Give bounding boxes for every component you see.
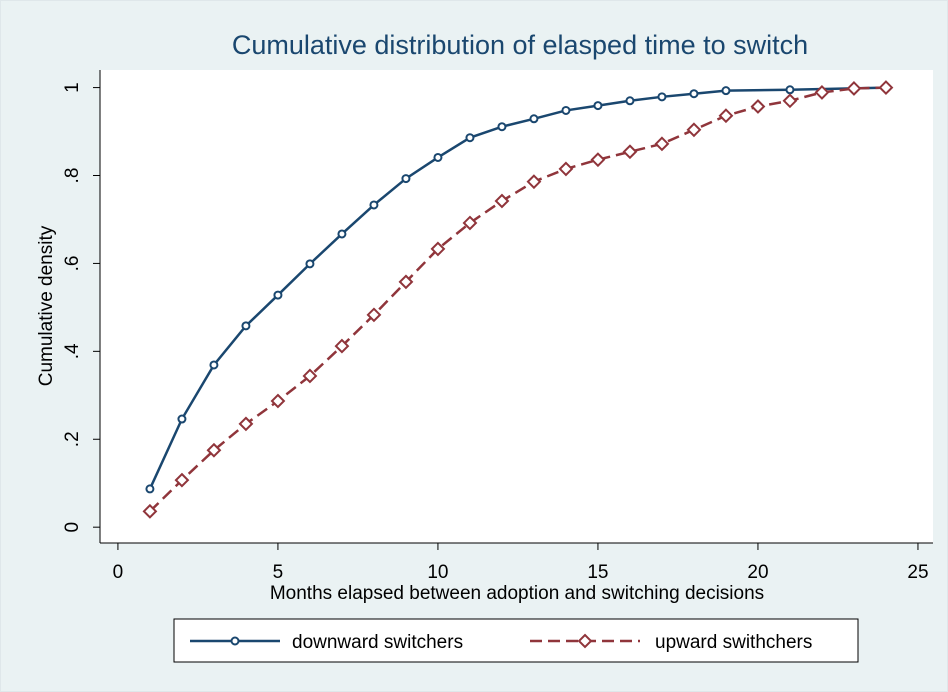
point: [337, 229, 347, 239]
point: [174, 472, 190, 488]
point: [273, 290, 283, 300]
x-tick-label: 10: [427, 562, 448, 583]
y-tick-label: .6: [62, 255, 83, 271]
point: [465, 133, 475, 143]
point: [686, 122, 702, 138]
point: [494, 193, 510, 209]
point: [241, 321, 251, 331]
point: [305, 259, 315, 269]
point: [369, 200, 379, 210]
point: [398, 274, 414, 290]
x-axis-title: Months elapsed between adoption and swit…: [270, 583, 764, 604]
point: [334, 338, 350, 354]
point: [625, 96, 635, 106]
plot-area: [100, 70, 933, 543]
legend-swatch: [230, 636, 240, 646]
point: [145, 484, 155, 494]
x-tick-label: 5: [273, 562, 284, 583]
point: [526, 174, 542, 190]
point: [785, 85, 795, 95]
y-tick-label: .8: [62, 168, 83, 184]
point: [366, 307, 382, 323]
point: [302, 368, 318, 384]
point: [558, 161, 574, 177]
point: [206, 442, 222, 458]
series-line: [149, 86, 886, 513]
x-tick-label: 25: [907, 562, 928, 583]
point: [657, 92, 667, 102]
point: [689, 89, 699, 99]
y-tick-label: .4: [62, 343, 83, 359]
point: [462, 215, 478, 231]
point: [878, 80, 894, 95]
point: [430, 241, 446, 257]
point: [497, 122, 507, 132]
point: [721, 86, 731, 96]
legend-label: downward switchers: [292, 632, 463, 653]
y-tick-label: 1: [62, 82, 83, 93]
legend-label: upward swithchers: [655, 632, 812, 653]
point: [270, 393, 286, 409]
point: [142, 503, 158, 519]
point: [718, 108, 734, 124]
chart-title: Cumulative distribution of elasped time …: [232, 30, 808, 60]
point: [401, 174, 411, 184]
y-tick-label: .2: [62, 431, 83, 447]
x-tick-label: 15: [587, 562, 608, 583]
point: [433, 152, 443, 162]
point: [622, 144, 638, 160]
point: [561, 105, 571, 115]
point: [593, 101, 603, 111]
x-tick-label: 20: [747, 562, 768, 583]
point: [529, 114, 539, 124]
point: [654, 136, 670, 152]
y-axis-title: Cumulative density: [36, 225, 57, 386]
point: [814, 85, 830, 100]
point: [750, 99, 766, 114]
point: [177, 414, 187, 424]
y-tick-label: 0: [62, 522, 83, 533]
point: [782, 93, 798, 109]
point: [846, 81, 862, 96]
point: [209, 360, 219, 370]
point: [590, 152, 606, 168]
legend: [173, 618, 859, 663]
legend-swatch: [577, 633, 593, 649]
x-tick-label: 0: [113, 562, 124, 583]
point: [238, 416, 254, 432]
